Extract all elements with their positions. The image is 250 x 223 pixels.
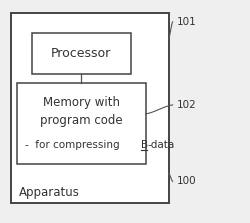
Text: -data: -data bbox=[148, 140, 175, 150]
Bar bbox=[11, 13, 168, 203]
Text: 100: 100 bbox=[177, 176, 197, 186]
Bar bbox=[32, 33, 131, 74]
Text: -  for compressing: - for compressing bbox=[25, 140, 123, 150]
Text: B: B bbox=[140, 140, 148, 150]
Text: 102: 102 bbox=[177, 100, 197, 110]
Text: Apparatus: Apparatus bbox=[19, 186, 80, 199]
Text: program code: program code bbox=[40, 114, 123, 127]
Text: Processor: Processor bbox=[51, 47, 112, 60]
Bar bbox=[17, 83, 146, 164]
Text: Memory with: Memory with bbox=[43, 96, 120, 109]
Text: 101: 101 bbox=[177, 17, 197, 27]
